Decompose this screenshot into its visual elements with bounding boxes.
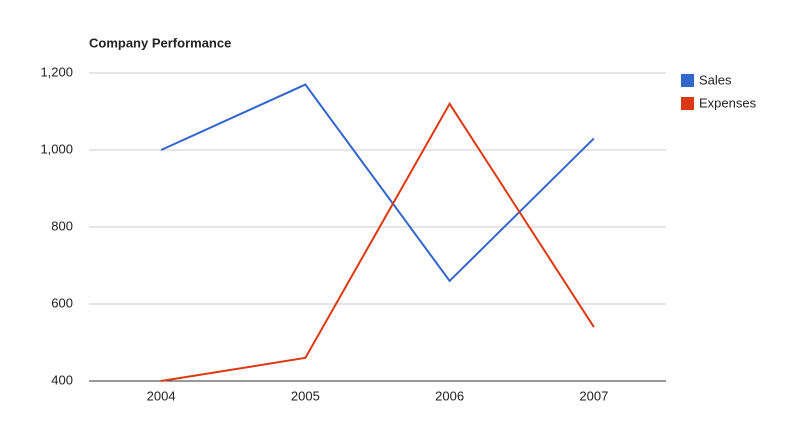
- y-tick-label: 1,000: [40, 141, 73, 156]
- legend-swatch: [681, 74, 694, 87]
- legend-label: Sales: [699, 72, 732, 87]
- legend-swatch: [681, 97, 694, 110]
- legend-label: Expenses: [699, 95, 757, 110]
- x-tick-label: 2004: [147, 388, 176, 403]
- chart-title: Company Performance: [89, 35, 231, 50]
- line-series: [160, 83, 595, 283]
- y-tick-label: 1,200: [40, 64, 73, 79]
- y-tick-label: 600: [51, 295, 73, 310]
- x-tick-label: 2006: [435, 388, 464, 403]
- line-series: [160, 101, 595, 382]
- x-tick-label: 2007: [579, 388, 608, 403]
- y-tick-label: 400: [51, 372, 73, 387]
- x-tick-label: 2005: [291, 388, 320, 403]
- y-tick-label: 800: [51, 218, 73, 233]
